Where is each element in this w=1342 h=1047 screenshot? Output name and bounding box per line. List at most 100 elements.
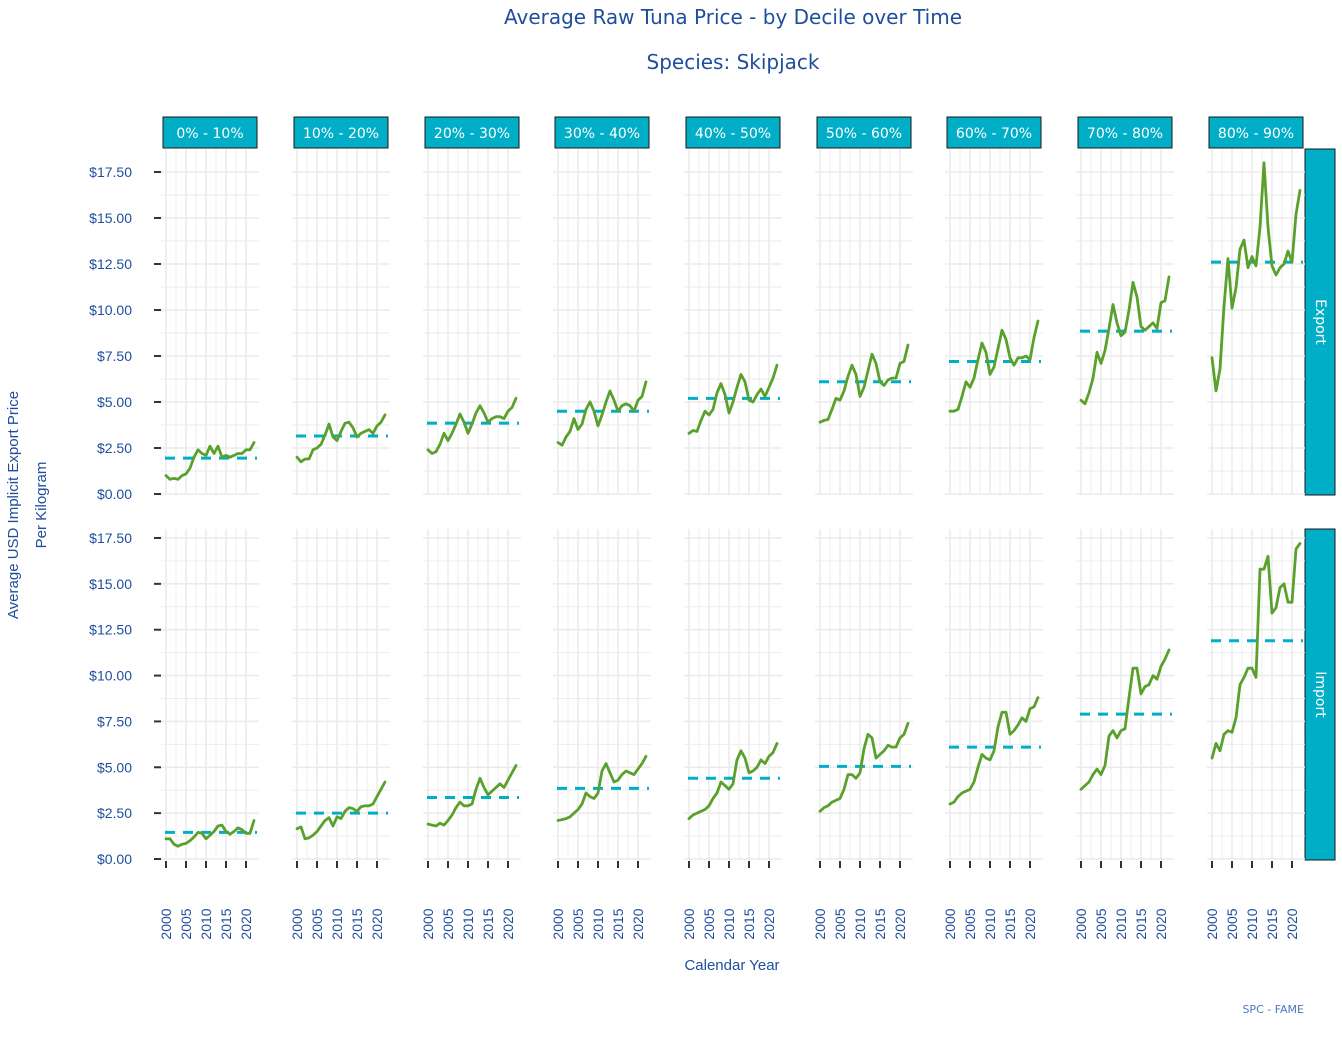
panel-import-4 [684,529,782,860]
column-strip [554,116,650,149]
column-strip-label: 30% - 40% [564,126,640,142]
row-strip-label: Import [1312,671,1328,718]
y-tick-label: $17.50 [89,164,132,180]
price-series-line [164,441,256,481]
x-tick-label: 2015 [218,908,234,939]
column-strip [162,116,258,149]
x-tick-label: 2000 [1204,908,1220,939]
price-series-line [948,696,1040,806]
column-strip [1077,116,1173,149]
price-series-line [164,819,256,848]
x-tick-label: 2005 [962,908,978,939]
y-tick-label: $17.50 [89,530,132,546]
x-tick-label: 2015 [1264,908,1280,939]
x-tick-label: 2000 [289,908,305,939]
column-strip-label: 80% - 90% [1218,126,1294,142]
panel-export-4 [684,149,782,495]
price-series-line [426,764,518,828]
column-strip [424,116,520,149]
price-series-line [1079,275,1171,406]
panel-export-3 [553,149,651,495]
x-axes: 2000 2005 2010 2015 2020 2000 2005 2010 2015 2020… [158,861,1300,940]
row-strip [1304,148,1336,496]
x-tick-label: 2010 [852,908,868,939]
column-strip [1208,116,1304,149]
y-tick-label: $0.00 [97,851,132,867]
price-series-line [1210,542,1302,760]
y-tick-label: $5.00 [97,394,132,410]
x-tick-label: 2015 [1002,908,1018,939]
column-strip-label: 70% - 80% [1087,126,1163,142]
x-tick-label: 2005 [309,908,325,939]
y-axis-title-line-2: Per Kilogram [33,462,50,549]
x-tick-label: 2020 [1284,908,1300,939]
x-tick-label: 2010 [982,908,998,939]
x-tick-label: 2000 [812,908,828,939]
panel-export-5 [815,149,913,495]
x-tick-label: 2005 [1224,908,1240,939]
panel-import-1 [292,529,390,860]
x-tick-label: 2000 [550,908,566,939]
panel-import-5 [815,529,913,860]
y-tick-label: $7.50 [97,348,132,364]
x-tick-label: 2010 [1113,908,1129,939]
panel-export-6 [945,149,1043,495]
y-tick-label: $15.00 [89,210,132,226]
price-series-line [948,319,1040,413]
chart-title: Average Raw Tuna Price - by Decile over … [504,5,962,29]
price-series-line [556,380,648,447]
row-strip [1304,528,1336,861]
panel-export-2 [423,149,521,495]
panel-import-0 [161,529,259,860]
x-tick-label: 2000 [420,908,436,939]
y-tick-label: $5.00 [97,759,132,775]
column-strip-label: 60% - 70% [956,126,1032,142]
x-tick-label: 2020 [1022,908,1038,939]
price-series-line [426,396,518,455]
x-tick-label: 2015 [1133,908,1149,939]
panel-import-3 [553,529,651,860]
column-strip [293,116,389,149]
panel-export-8 [1207,149,1305,495]
y-tick-label: $0.00 [97,486,132,502]
x-tick-label: 2015 [872,908,888,939]
row-strip-label: Export [1312,299,1328,345]
x-tick-label: 2005 [701,908,717,939]
x-tick-label: 2000 [1073,908,1089,939]
facet-panels: 0% - 10% 10% - 20% 20% - 30% 30% - 40% 40% -… [161,116,1336,861]
x-tick-label: 2015 [480,908,496,939]
panel-export-1 [292,149,390,495]
x-tick-label: 2015 [610,908,626,939]
price-series-line [818,721,910,813]
y-tick-label: $10.00 [89,668,132,684]
panel-import-6 [945,529,1043,860]
price-series-line [818,343,910,424]
y-tick-label: $12.50 [89,622,132,638]
panel-import-8 [1207,529,1305,860]
x-tick-label: 2000 [681,908,697,939]
column-strip-label: 10% - 20% [303,126,379,142]
y-tick-label: $7.50 [97,713,132,729]
y-tick-label: $12.50 [89,256,132,272]
x-tick-label: 2020 [761,908,777,939]
x-tick-label: 2015 [349,908,365,939]
x-tick-label: 2005 [178,908,194,939]
price-series-line [295,780,387,841]
column-strip [946,116,1042,149]
column-strip-label: 50% - 60% [826,126,902,142]
x-tick-label: 2005 [570,908,586,939]
x-tick-label: 2015 [741,908,757,939]
chart-caption: SPC - FAME [1242,1003,1304,1016]
x-tick-label: 2020 [500,908,516,939]
x-tick-label: 2010 [721,908,737,939]
y-tick-label: $2.50 [97,805,132,821]
x-tick-label: 2005 [832,908,848,939]
x-tick-label: 2010 [590,908,606,939]
x-tick-label: 2010 [1244,908,1260,939]
price-series-line [295,413,387,464]
x-axis-title: Calendar Year [684,957,779,974]
price-series-line [687,363,779,435]
x-tick-label: 2000 [158,908,174,939]
x-tick-label: 2020 [238,908,254,939]
